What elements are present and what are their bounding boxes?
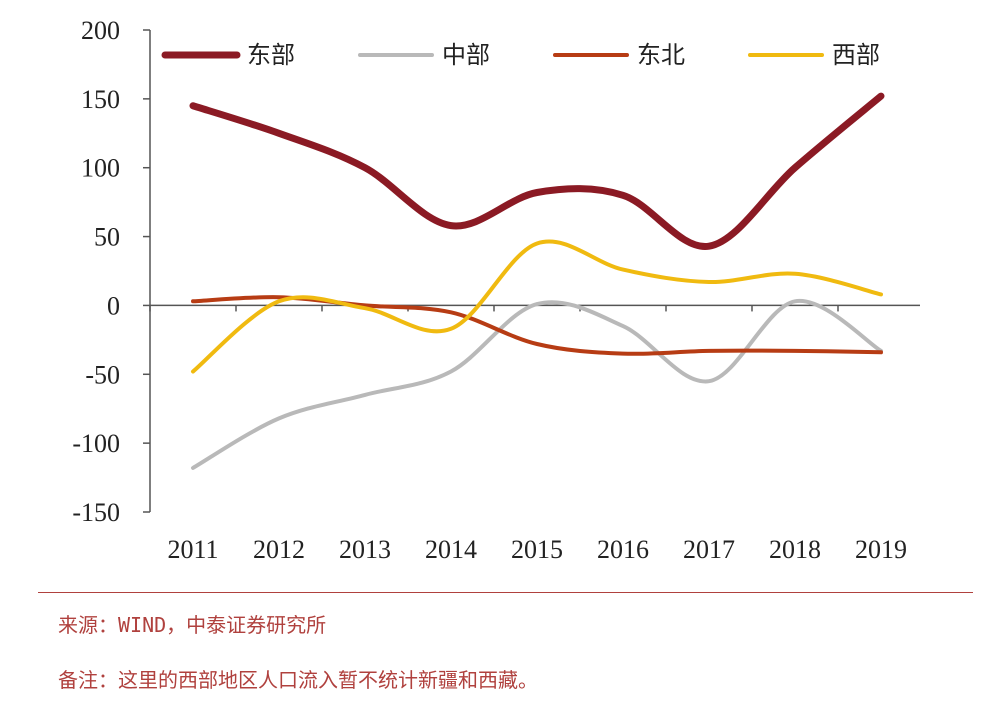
y-tick-label: -50 — [85, 360, 120, 389]
x-tick-label: 2012 — [253, 535, 305, 564]
legend-label: 东部 — [247, 41, 295, 69]
y-tick-label: 50 — [94, 223, 120, 252]
x-tick-label: 2011 — [167, 535, 218, 564]
y-tick-label: 150 — [81, 85, 120, 114]
y-tick-label: -150 — [72, 498, 120, 527]
series-layer — [189, 92, 885, 470]
x-tick-label: 2015 — [511, 535, 563, 564]
line-chart: 200 150 100 50 0 -50 -100 -150 2011 2012 2013 2014… — [72, 16, 920, 564]
y-tick-label: 200 — [81, 16, 120, 45]
y-tick-label: -100 — [72, 429, 120, 458]
y-tick-label: 100 — [81, 154, 120, 183]
x-tick-label: 2017 — [683, 535, 735, 564]
series-line-1 — [189, 92, 885, 250]
x-tick-label: 2019 — [855, 535, 907, 564]
y-axis: 200 150 100 50 0 -50 -100 -150 — [72, 16, 151, 527]
source-note: 来源：WIND，中泰证券研究所 — [58, 613, 327, 637]
legend: 东部 中部 东北 西部 — [161, 41, 880, 69]
x-tick-label: 2013 — [339, 535, 391, 564]
legend-label: 中部 — [442, 41, 490, 69]
remark-note: 备注：这里的西部地区人口流入暂不统计新疆和西藏。 — [58, 668, 538, 692]
series-line-2 — [191, 299, 883, 470]
divider-line — [38, 592, 973, 593]
series-line-4 — [191, 239, 883, 374]
x-tick-label: 2018 — [769, 535, 821, 564]
legend-label: 西部 — [832, 41, 880, 69]
x-axis: 2011 2012 2013 2014 2015 2016 2017 2018 2019 — [149, 304, 920, 564]
x-tick-label: 2014 — [425, 535, 477, 564]
y-tick-label: 0 — [107, 291, 120, 320]
legend-label: 东北 — [637, 41, 685, 69]
x-tick-label: 2016 — [597, 535, 649, 564]
